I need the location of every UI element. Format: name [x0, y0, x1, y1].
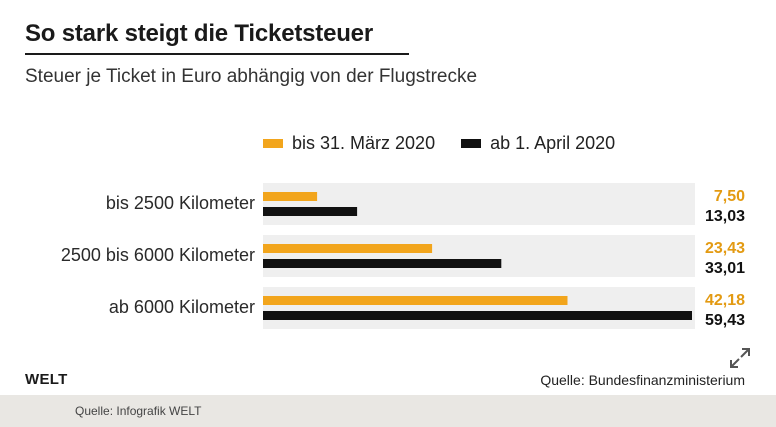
legend-item-series-1: bis 31. März 2020: [263, 133, 435, 154]
bar-series-1: [263, 192, 318, 201]
chart-title: So stark steigt die Ticketsteuer: [25, 20, 373, 47]
bar-series-2: [263, 311, 692, 320]
legend-swatch-series-2: [461, 138, 482, 148]
row-background: [263, 183, 695, 225]
category-label: ab 6000 Kilometer: [109, 297, 255, 317]
category-label: bis 2500 Kilometer: [106, 193, 255, 213]
title-underline: [25, 53, 409, 55]
legend-item-series-2: ab 1. April 2020: [461, 133, 615, 154]
footer-credit: Quelle: Infografik WELT: [75, 404, 202, 418]
bar-series-2: [263, 259, 502, 268]
legend-swatch-series-1: [263, 138, 283, 148]
row-background: [263, 287, 695, 329]
bar-chart: bis 2500 Kilometer 7,50 13,03 2500 bis 6000…: [61, 183, 745, 329]
welt-logo: WELT: [25, 371, 68, 388]
bar-series-1: [263, 244, 433, 253]
value-label-series-1: 23,43: [705, 240, 745, 257]
value-label-series-2: 13,03: [705, 208, 745, 225]
value-label-series-2: 33,01: [705, 260, 745, 277]
legend: bis 31. März 2020 ab 1. April 2020: [263, 131, 641, 155]
value-label-series-1: 7,50: [714, 188, 745, 205]
expand-icon[interactable]: [729, 347, 751, 369]
value-label-series-2: 59,43: [705, 312, 745, 329]
row-background: [263, 235, 695, 277]
bar-series-1: [263, 296, 568, 305]
chart-subtitle: Steuer je Ticket in Euro abhängig von de…: [25, 66, 478, 87]
legend-label-series-1: bis 31. März 2020: [292, 132, 436, 153]
value-label-series-1: 42,18: [705, 292, 745, 309]
legend-label-series-2: ab 1. April 2020: [490, 132, 616, 153]
footer-bar: Quelle: Infografik WELT: [0, 395, 776, 427]
category-label: 2500 bis 6000 Kilometer: [61, 245, 255, 265]
bar-series-2: [263, 207, 358, 216]
source-note: Quelle: Bundesfinanzministerium: [540, 372, 745, 388]
